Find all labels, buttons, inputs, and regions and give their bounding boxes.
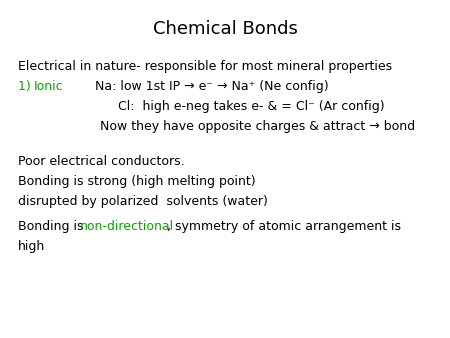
Text: Bonding is: Bonding is	[18, 220, 87, 233]
Text: Electrical in nature- responsible for most mineral properties: Electrical in nature- responsible for mo…	[18, 60, 392, 73]
Text: Poor electrical conductors.: Poor electrical conductors.	[18, 155, 184, 168]
Text: Ionic: Ionic	[34, 80, 63, 93]
Text: Chemical Bonds: Chemical Bonds	[153, 20, 297, 38]
Text: Na: low 1st IP → e⁻ → Na⁺ (Ne config): Na: low 1st IP → e⁻ → Na⁺ (Ne config)	[95, 80, 328, 93]
Text: Now they have opposite charges & attract → bond: Now they have opposite charges & attract…	[100, 120, 415, 133]
Text: Cl:  high e-neg takes e- & = Cl⁻ (Ar config): Cl: high e-neg takes e- & = Cl⁻ (Ar conf…	[118, 100, 385, 113]
Text: 1): 1)	[18, 80, 39, 93]
Text: Bonding is strong (high melting point): Bonding is strong (high melting point)	[18, 175, 256, 188]
Text: high: high	[18, 240, 45, 253]
Text: non-directional: non-directional	[80, 220, 174, 233]
Text: , symmetry of atomic arrangement is: , symmetry of atomic arrangement is	[167, 220, 401, 233]
Text: disrupted by polarized  solvents (water): disrupted by polarized solvents (water)	[18, 195, 268, 208]
